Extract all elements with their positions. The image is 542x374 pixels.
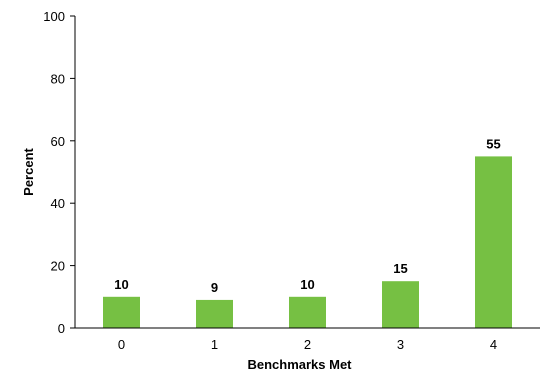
data-label-4: 55 bbox=[486, 136, 500, 151]
bar-4 bbox=[475, 156, 512, 328]
y-axis-ticks: 0 20 40 60 80 100 bbox=[43, 9, 75, 336]
x-tick-label: 3 bbox=[397, 337, 404, 352]
x-axis-ticks: 0 1 2 3 4 bbox=[118, 337, 497, 352]
bar-2 bbox=[289, 296, 326, 328]
x-tick-label: 2 bbox=[304, 337, 311, 352]
x-tick-label: 0 bbox=[118, 337, 125, 352]
y-tick-label: 100 bbox=[43, 9, 65, 24]
y-tick-label: 60 bbox=[51, 134, 65, 149]
y-axis-label: Percent bbox=[21, 147, 36, 195]
y-tick-label: 0 bbox=[58, 321, 65, 336]
x-tick-label: 1 bbox=[211, 337, 218, 352]
data-label-1: 9 bbox=[211, 280, 218, 295]
x-axis-label: Benchmarks Met bbox=[247, 357, 352, 372]
data-label-3: 15 bbox=[393, 261, 407, 276]
y-tick-label: 80 bbox=[51, 71, 65, 86]
bar-1 bbox=[196, 299, 233, 328]
x-tick-label: 4 bbox=[490, 337, 497, 352]
y-tick-label: 40 bbox=[51, 196, 65, 211]
y-tick-label: 20 bbox=[51, 259, 65, 274]
bar-0 bbox=[103, 296, 140, 328]
data-label-2: 10 bbox=[300, 277, 314, 292]
bar-3 bbox=[382, 281, 419, 328]
data-label-0: 10 bbox=[114, 277, 128, 292]
bars: 10 9 10 15 55 bbox=[103, 136, 512, 328]
